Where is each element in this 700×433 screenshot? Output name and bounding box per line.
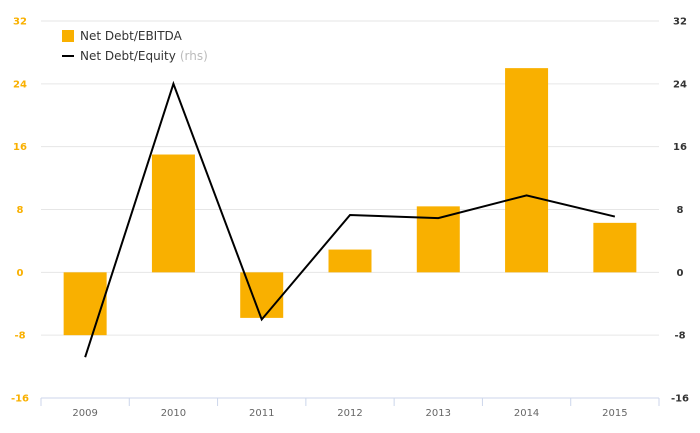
y-right-tick-label: 0 xyxy=(677,268,684,279)
x-tick-label-2014: 2014 xyxy=(514,408,539,419)
bar-2015 xyxy=(593,222,637,273)
y-right-tick-label: 32 xyxy=(673,17,687,28)
legend-swatch-equity xyxy=(62,55,74,57)
legend-label-equity-suffix: (rhs) xyxy=(179,49,208,63)
y-left-tick-label: -8 xyxy=(14,331,25,342)
y-left-tick-label: 24 xyxy=(13,79,27,90)
bar-2014 xyxy=(505,68,549,273)
y-left-tick-label: 32 xyxy=(13,17,27,28)
legend-swatch-ebitda xyxy=(62,30,74,42)
legend-item-equity: Net Debt/Equity (rhs) xyxy=(62,46,208,66)
y-right-tick-label: 24 xyxy=(673,79,687,90)
x-tick-label-2012: 2012 xyxy=(337,408,362,419)
y-right-tick-label: -16 xyxy=(671,394,689,405)
y-left-tick-label: -16 xyxy=(11,394,29,405)
bar-2013 xyxy=(416,206,460,273)
y-right-tick-label: -8 xyxy=(674,331,685,342)
legend: Net Debt/EBITDA Net Debt/Equity (rhs) xyxy=(62,26,208,66)
legend-label-ebitda: Net Debt/EBITDA xyxy=(80,29,182,43)
bar-2009 xyxy=(63,272,107,336)
y-left-tick-label: 16 xyxy=(13,142,27,153)
x-tick-label-2015: 2015 xyxy=(602,408,627,419)
x-tick-label-2010: 2010 xyxy=(161,408,186,419)
y-right-tick-label: 16 xyxy=(673,142,687,153)
legend-item-ebitda: Net Debt/EBITDA xyxy=(62,26,208,46)
x-tick-label-2011: 2011 xyxy=(249,408,274,419)
y-left-tick-label: 8 xyxy=(17,205,24,216)
x-tick-label-2009: 2009 xyxy=(72,408,97,419)
y-left-tick-label: 0 xyxy=(17,268,24,279)
legend-label-equity: Net Debt/Equity xyxy=(80,49,176,63)
line-series-net-debt-equity xyxy=(84,80,616,358)
bar-2010 xyxy=(151,154,195,273)
x-tick-label-2013: 2013 xyxy=(426,408,451,419)
y-right-tick-label: 8 xyxy=(677,205,684,216)
bar-2012 xyxy=(328,249,372,273)
